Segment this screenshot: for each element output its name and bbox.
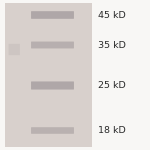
FancyBboxPatch shape [9,44,20,55]
Text: 35 kD: 35 kD [98,40,125,50]
Text: 25 kD: 25 kD [98,81,125,90]
FancyBboxPatch shape [31,127,74,134]
FancyBboxPatch shape [31,11,74,19]
Bar [4,3,92,147]
FancyBboxPatch shape [31,81,74,90]
FancyBboxPatch shape [31,42,74,48]
Text: 45 kD: 45 kD [98,11,125,20]
Text: 18 kD: 18 kD [98,126,125,135]
